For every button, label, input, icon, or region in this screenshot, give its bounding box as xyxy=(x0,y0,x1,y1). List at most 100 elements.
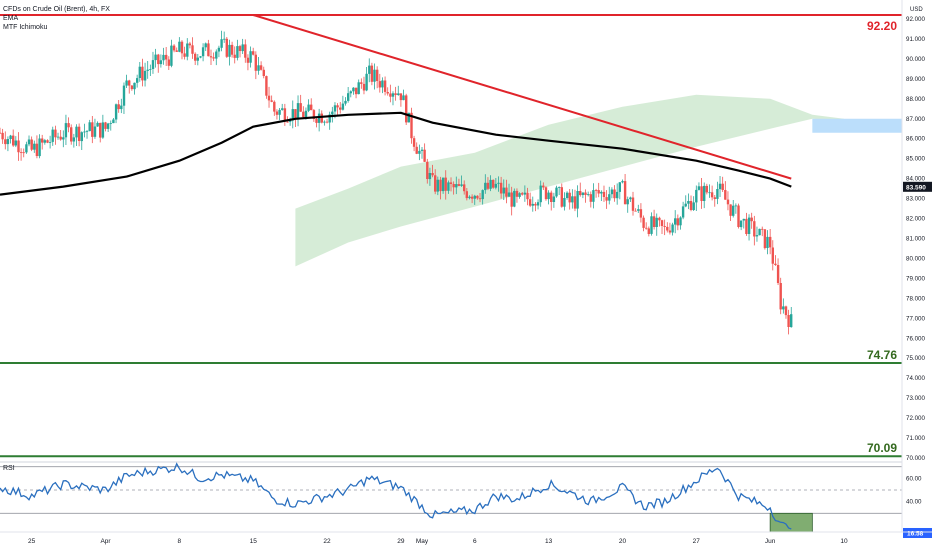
candle-body xyxy=(236,46,239,58)
candle xyxy=(220,30,223,52)
candle-body xyxy=(302,111,305,118)
candle xyxy=(418,144,421,161)
candle-body xyxy=(30,139,33,150)
candle-body xyxy=(143,70,147,81)
candle-body xyxy=(742,218,745,221)
candle xyxy=(41,134,44,150)
candle-body xyxy=(249,51,252,63)
candle xyxy=(241,38,244,54)
candle-body xyxy=(481,190,484,200)
candle-body xyxy=(610,189,614,195)
rsi-legend[interactable]: RSI xyxy=(3,465,15,472)
candle xyxy=(51,126,54,146)
candle xyxy=(64,114,68,145)
candle xyxy=(455,176,458,195)
candle-body xyxy=(381,80,384,88)
candle xyxy=(101,114,105,139)
candle xyxy=(616,183,619,205)
candle xyxy=(99,122,102,143)
price-tick-label: 73.000 xyxy=(906,395,925,402)
candle xyxy=(481,189,484,205)
candle-body xyxy=(225,38,228,57)
candle xyxy=(763,229,767,250)
candle xyxy=(141,58,144,87)
candle xyxy=(499,176,503,199)
symbol-title[interactable]: CFDs on Crude Oil (Brent), 4h, FX xyxy=(3,6,110,13)
candle-body xyxy=(175,50,178,52)
candle xyxy=(521,192,524,196)
candle xyxy=(360,78,363,89)
price-tick-label: 78.000 xyxy=(906,295,925,302)
candle xyxy=(376,66,379,89)
candle-body xyxy=(209,56,213,58)
candle xyxy=(721,176,724,192)
candle xyxy=(191,37,194,59)
candle-body xyxy=(278,109,281,115)
candle-body xyxy=(713,197,716,199)
candle-body xyxy=(639,209,643,218)
candle-body xyxy=(46,140,49,143)
candle xyxy=(639,203,643,223)
candle-body xyxy=(589,194,592,202)
candle xyxy=(1,128,4,144)
ichimoku-legend[interactable]: MTF Ichimoku xyxy=(3,24,48,31)
time-tick-label: 27 xyxy=(693,538,701,545)
candle xyxy=(59,130,62,141)
candle xyxy=(634,208,637,212)
time-axis[interactable]: 25 Apr 8 15 22 29 May 6 13 20 27 Jun 10 xyxy=(0,531,932,545)
trendline[interactable] xyxy=(252,14,792,180)
candle-body xyxy=(436,179,439,192)
candle-body xyxy=(476,195,479,199)
candle xyxy=(172,44,176,53)
candle-body xyxy=(763,229,767,249)
candle xyxy=(776,258,780,285)
candle-body xyxy=(376,69,379,81)
candle xyxy=(758,228,761,236)
price-tick-label: 74.000 xyxy=(906,375,925,382)
candle xyxy=(550,190,553,211)
rsi-value-badge[interactable] xyxy=(903,527,932,538)
candle-body xyxy=(19,152,23,153)
last-price-badge[interactable] xyxy=(903,181,932,192)
candle-body xyxy=(758,228,761,236)
candle xyxy=(494,178,498,190)
candle-body xyxy=(729,204,732,216)
price-axis[interactable]: USD 92.000 91.000 90.000 89.000 88.000 87.000 8… xyxy=(901,0,932,550)
candle xyxy=(270,95,273,103)
candle-body xyxy=(304,110,308,117)
candle xyxy=(397,85,400,96)
candle-body xyxy=(12,135,15,146)
candle xyxy=(576,185,579,218)
candle-body xyxy=(315,119,318,123)
candle xyxy=(528,192,532,208)
candle xyxy=(67,117,70,133)
candle xyxy=(439,176,442,200)
candle xyxy=(178,37,181,53)
candle-body xyxy=(492,179,495,188)
candle-body xyxy=(159,60,163,65)
ema-legend[interactable]: EMA xyxy=(3,15,19,22)
candle-body xyxy=(531,203,534,206)
candle xyxy=(341,95,345,111)
candle xyxy=(267,86,271,108)
drawn-levels[interactable]: 92.20 74.76 70.09 xyxy=(0,13,902,458)
ichimoku-cloud xyxy=(295,94,902,267)
candle-body xyxy=(1,132,4,140)
level-label: 70.09 xyxy=(867,441,897,455)
candle xyxy=(389,84,392,103)
candle xyxy=(151,51,155,74)
candle xyxy=(484,174,487,194)
candle xyxy=(157,53,160,73)
candle-body xyxy=(447,182,450,191)
candle xyxy=(695,185,698,211)
candle xyxy=(365,67,368,92)
candle-body xyxy=(394,93,397,95)
rsi-oversold-box[interactable] xyxy=(769,512,813,533)
candle xyxy=(761,226,764,237)
candle-body xyxy=(618,182,621,192)
candle xyxy=(579,182,582,197)
candle-body xyxy=(328,114,331,123)
candlesticks xyxy=(0,30,793,335)
candle-body xyxy=(579,191,582,196)
